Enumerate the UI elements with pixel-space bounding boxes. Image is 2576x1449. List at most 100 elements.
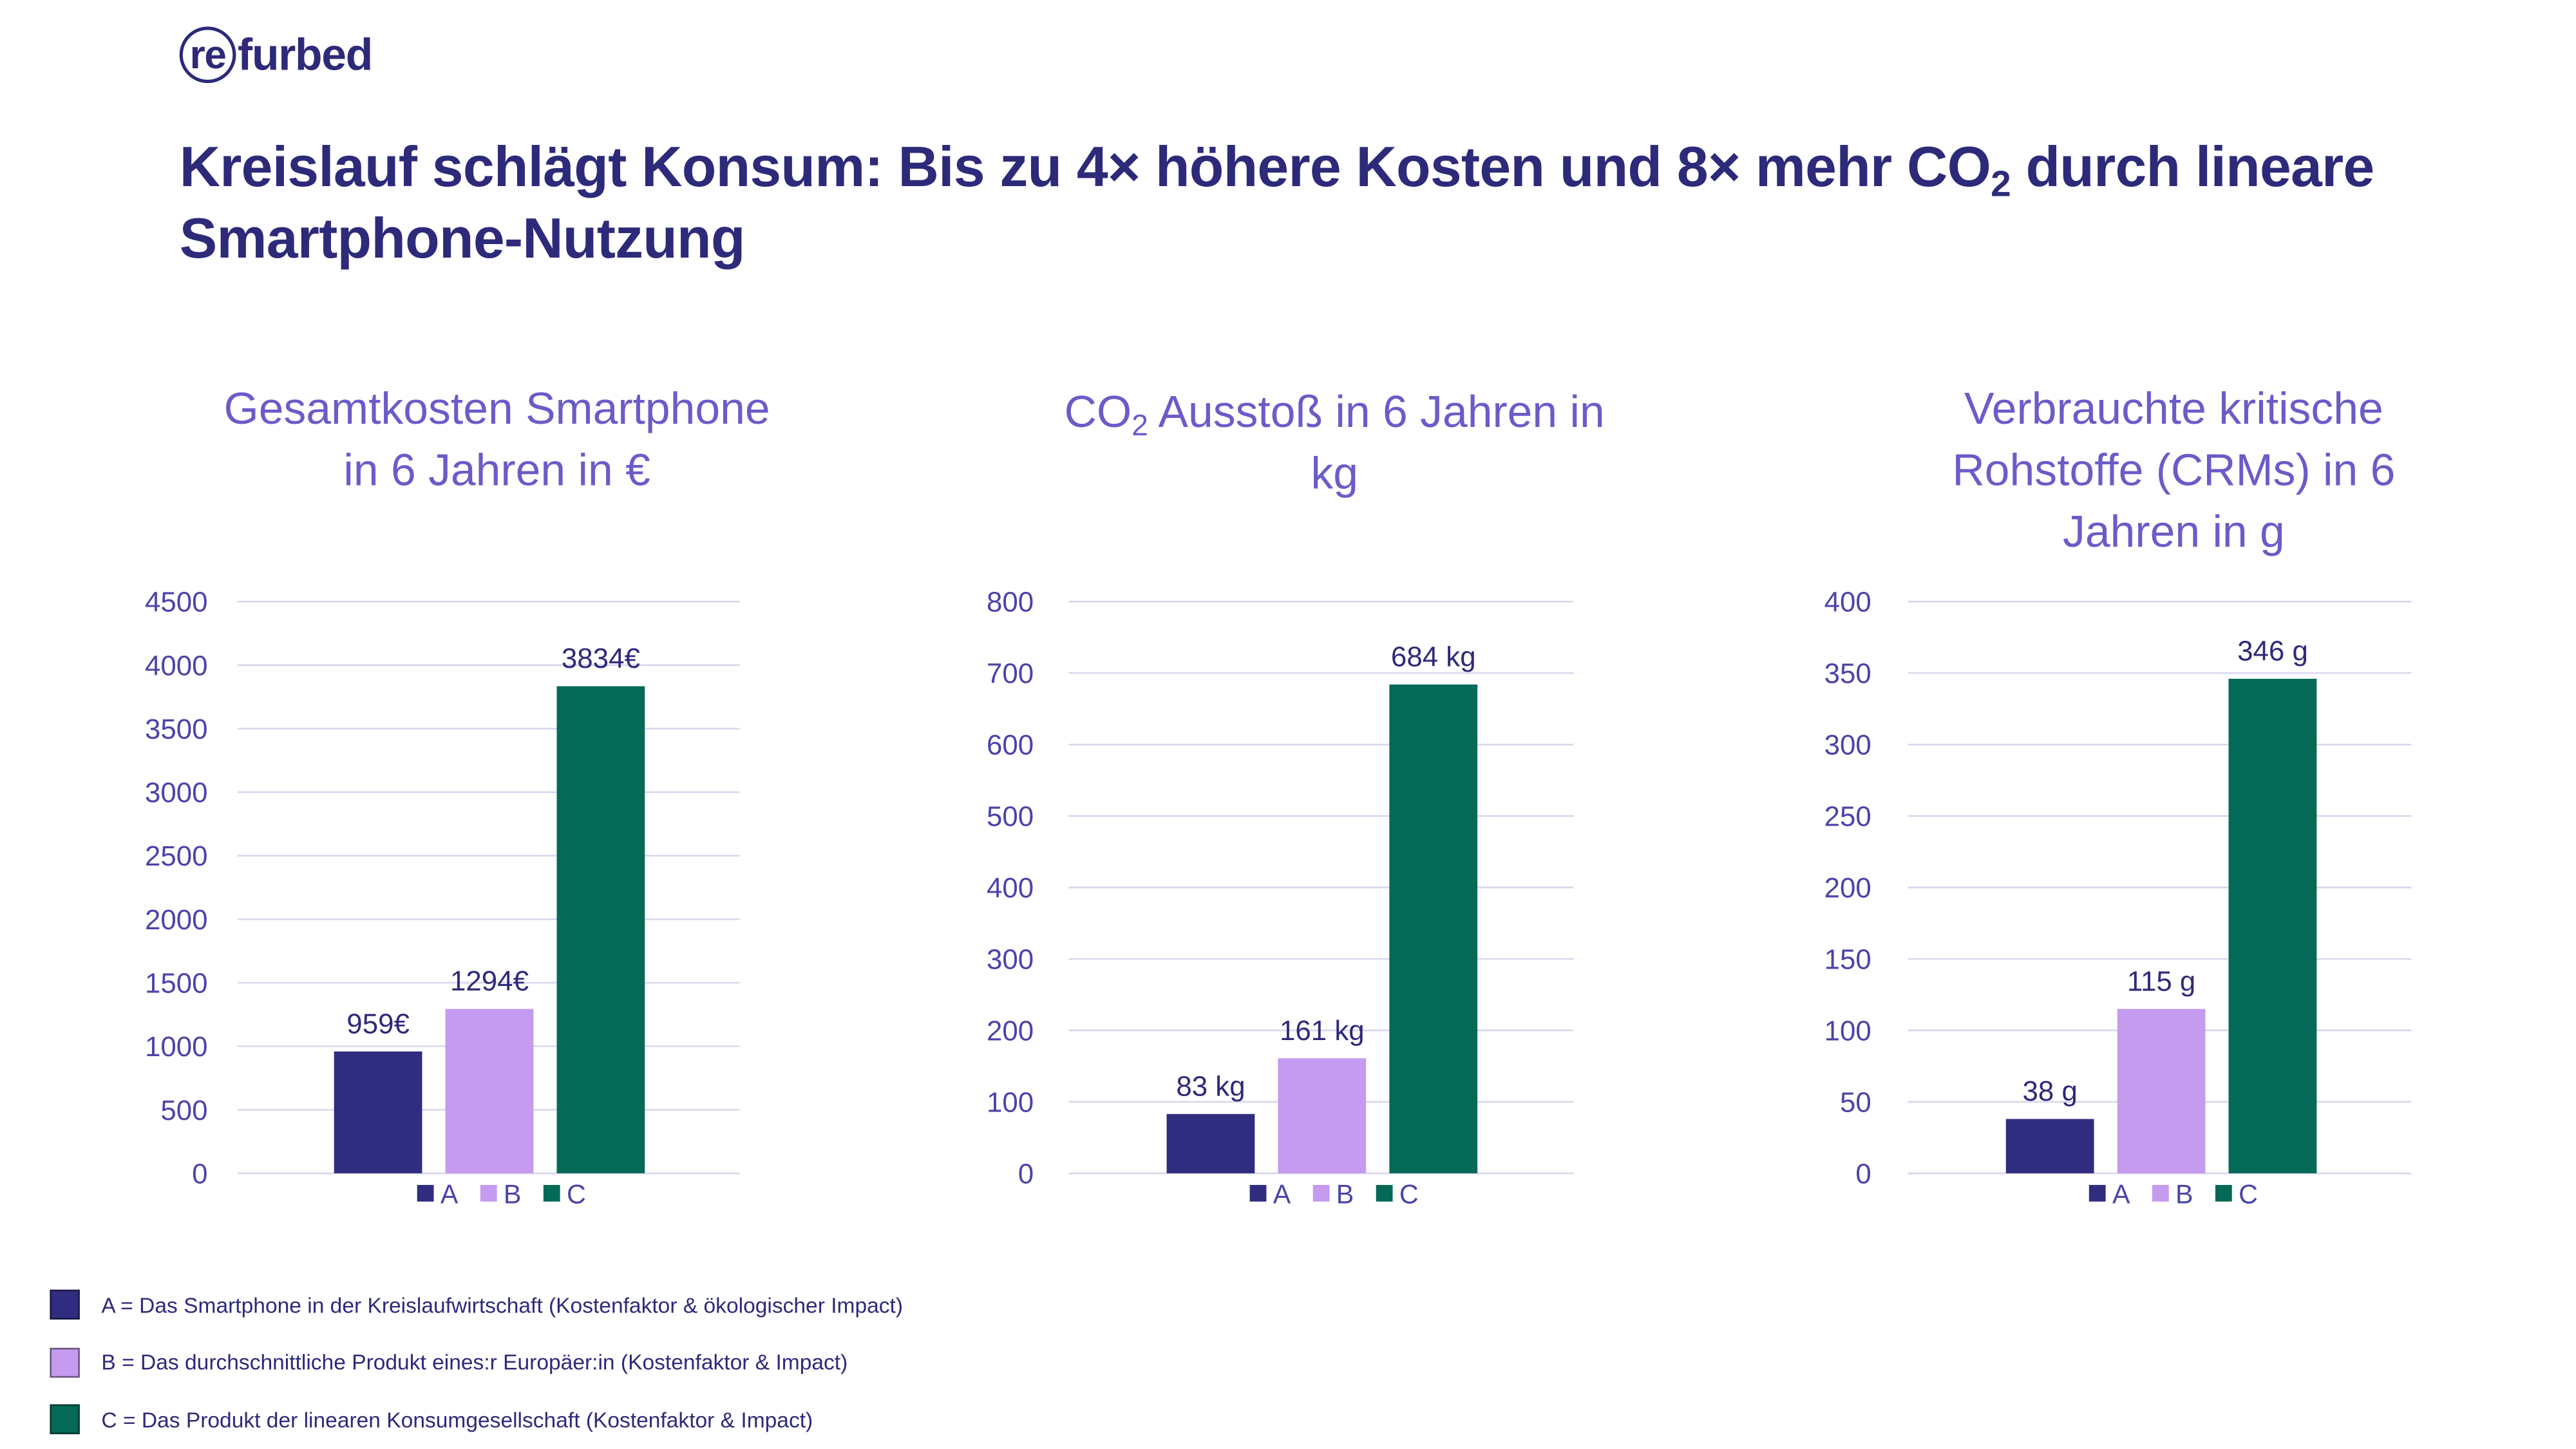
legend-swatch-C [1376,1184,1393,1202]
chart-title-line: in 6 Jahren in € [148,440,846,502]
legend-item-C: C = Das Produkt der linearen Konsumgesel… [50,1404,813,1435]
data-label: 115 g [2127,965,2196,997]
data-label: 161 kg [1280,1015,1365,1046]
legend-label: B [504,1179,522,1209]
data-label: 38 g [2022,1075,2077,1107]
bar-B [445,1009,534,1173]
y-tick-label: 500 [160,1095,207,1126]
subscript: 2 [1132,408,1148,442]
legend-swatch [50,1289,80,1320]
chart-title-line: Rohstoffe (CRMs) in 6 [1824,440,2523,502]
legend-label: B [1336,1179,1354,1209]
legend-swatch-B [480,1184,497,1202]
y-tick-label: 100 [1824,1015,1871,1046]
data-label: 959€ [346,1008,410,1039]
y-tick-label: 800 [987,587,1034,618]
legend-text: A = Das Smartphone in der Kreislaufwirts… [101,1292,904,1318]
y-tick-label: 300 [1824,730,1871,761]
bar-A [334,1051,422,1173]
bar-A [2005,1119,2094,1173]
legend-label: B [2175,1179,2193,1209]
chart-title-line: Gesamtkosten Smartphone [148,379,846,440]
chart-title: CO2 Ausstoß in 6 Jahren in kg [985,383,1683,506]
y-tick-label: 300 [987,943,1034,975]
title-text: Verbrauchte kritische [1964,384,2383,434]
title-subscript: 2 [1991,162,2011,205]
legend-label: C [567,1179,586,1209]
data-label: 83 kg [1176,1070,1245,1102]
legend-label: A [440,1179,459,1209]
logo-ring: re [179,26,236,84]
y-tick-label: 2000 [145,904,208,936]
y-tick-label: 50 [1840,1086,1871,1118]
data-label: 3834€ [562,643,640,674]
y-tick-label: 4500 [145,587,208,618]
chart-title-line: Verbrauchte kritische [1824,379,2523,440]
title-text: Rohstoffe (CRMs) in 6 [1952,445,2396,496]
y-tick-label: 200 [987,1015,1034,1046]
bar-A [1166,1113,1255,1173]
y-tick-label: 1500 [145,967,208,999]
legend-swatch-A [2088,1184,2106,1202]
y-tick-label: 0 [1855,1158,1871,1189]
title-text: Gesamtkosten Smartphone [223,384,770,434]
legend-swatch-C [543,1184,560,1202]
y-tick-label: 4000 [145,650,208,681]
title-text: Jahren in g [2063,507,2285,557]
page-title: Kreislauf schlägt Konsum: Bis zu 4× höhe… [180,133,2506,276]
title-part2: durch lineare Smartphone-Nutzung [179,136,2374,271]
legend-text: B = Das durchschnittliche Produkt eines:… [101,1349,848,1375]
title-text: CO [1064,387,1132,437]
chart-title: Verbrauchte kritische Rohstoffe (CRMs) in… [1824,379,2523,563]
bar-C [556,686,645,1173]
y-tick-label: 700 [987,658,1034,690]
legend-swatch-A [1249,1184,1267,1202]
title-part1: Kreislauf schlägt Konsum: Bis zu 4× höhe… [179,136,1991,200]
y-tick-label: 350 [1824,658,1871,690]
legend-label: C [1399,1179,1419,1209]
chart-title: Gesamtkosten Smartphone in 6 Jahren in € [148,379,846,502]
y-tick-label: 0 [192,1158,207,1189]
y-tick-label: 0 [1018,1158,1034,1189]
data-label: 346 g [2237,636,2308,667]
y-tick-label: 400 [1824,587,1871,618]
chart-title-line: kg [985,444,1683,505]
title-text: in 6 Jahren in € [343,445,650,496]
y-tick-label: 150 [1824,943,1871,975]
y-tick-label: 2500 [145,840,208,872]
y-tick-label: 200 [1824,873,1871,904]
bar-B [2117,1009,2206,1173]
bar-C [2228,679,2317,1173]
legend-swatch-A [417,1184,434,1202]
legend-swatch-B [2152,1184,2169,1202]
y-tick-label: 1000 [145,1031,208,1063]
bar-C [1389,684,1478,1173]
logo-text: furbed [238,29,373,79]
legend-text: C = Das Produkt der linearen Konsumgesel… [101,1406,813,1432]
chart-title-line: CO2 Ausstoß in 6 Jahren in [985,383,1683,444]
legend-item-A: A = Das Smartphone in der Kreislaufwirts… [50,1289,904,1320]
refurbed-logo: re furbed [179,26,373,84]
legend-swatch [50,1347,80,1378]
legend-swatch-C [2215,1184,2232,1202]
legend-swatch [50,1404,80,1435]
y-tick-label: 400 [987,873,1034,904]
legend-label: A [2112,1179,2130,1209]
title-text: kg [1311,448,1359,499]
title-text: Ausstoß in 6 Jahren in [1148,387,1605,437]
legend-label: A [1273,1179,1291,1209]
y-tick-label: 600 [987,730,1034,761]
bar-B [1278,1058,1367,1173]
legend-label: C [2239,1179,2258,1209]
y-tick-label: 500 [987,801,1034,833]
y-tick-label: 250 [1824,801,1871,833]
chart-title-line: Jahren in g [1824,502,2523,563]
y-tick-label: 3000 [145,777,208,809]
data-label: 1294€ [450,965,529,997]
legend-item-B: B = Das durchschnittliche Produkt eines:… [50,1347,848,1378]
y-tick-label: 3500 [145,714,208,745]
data-label: 684 kg [1391,641,1476,673]
